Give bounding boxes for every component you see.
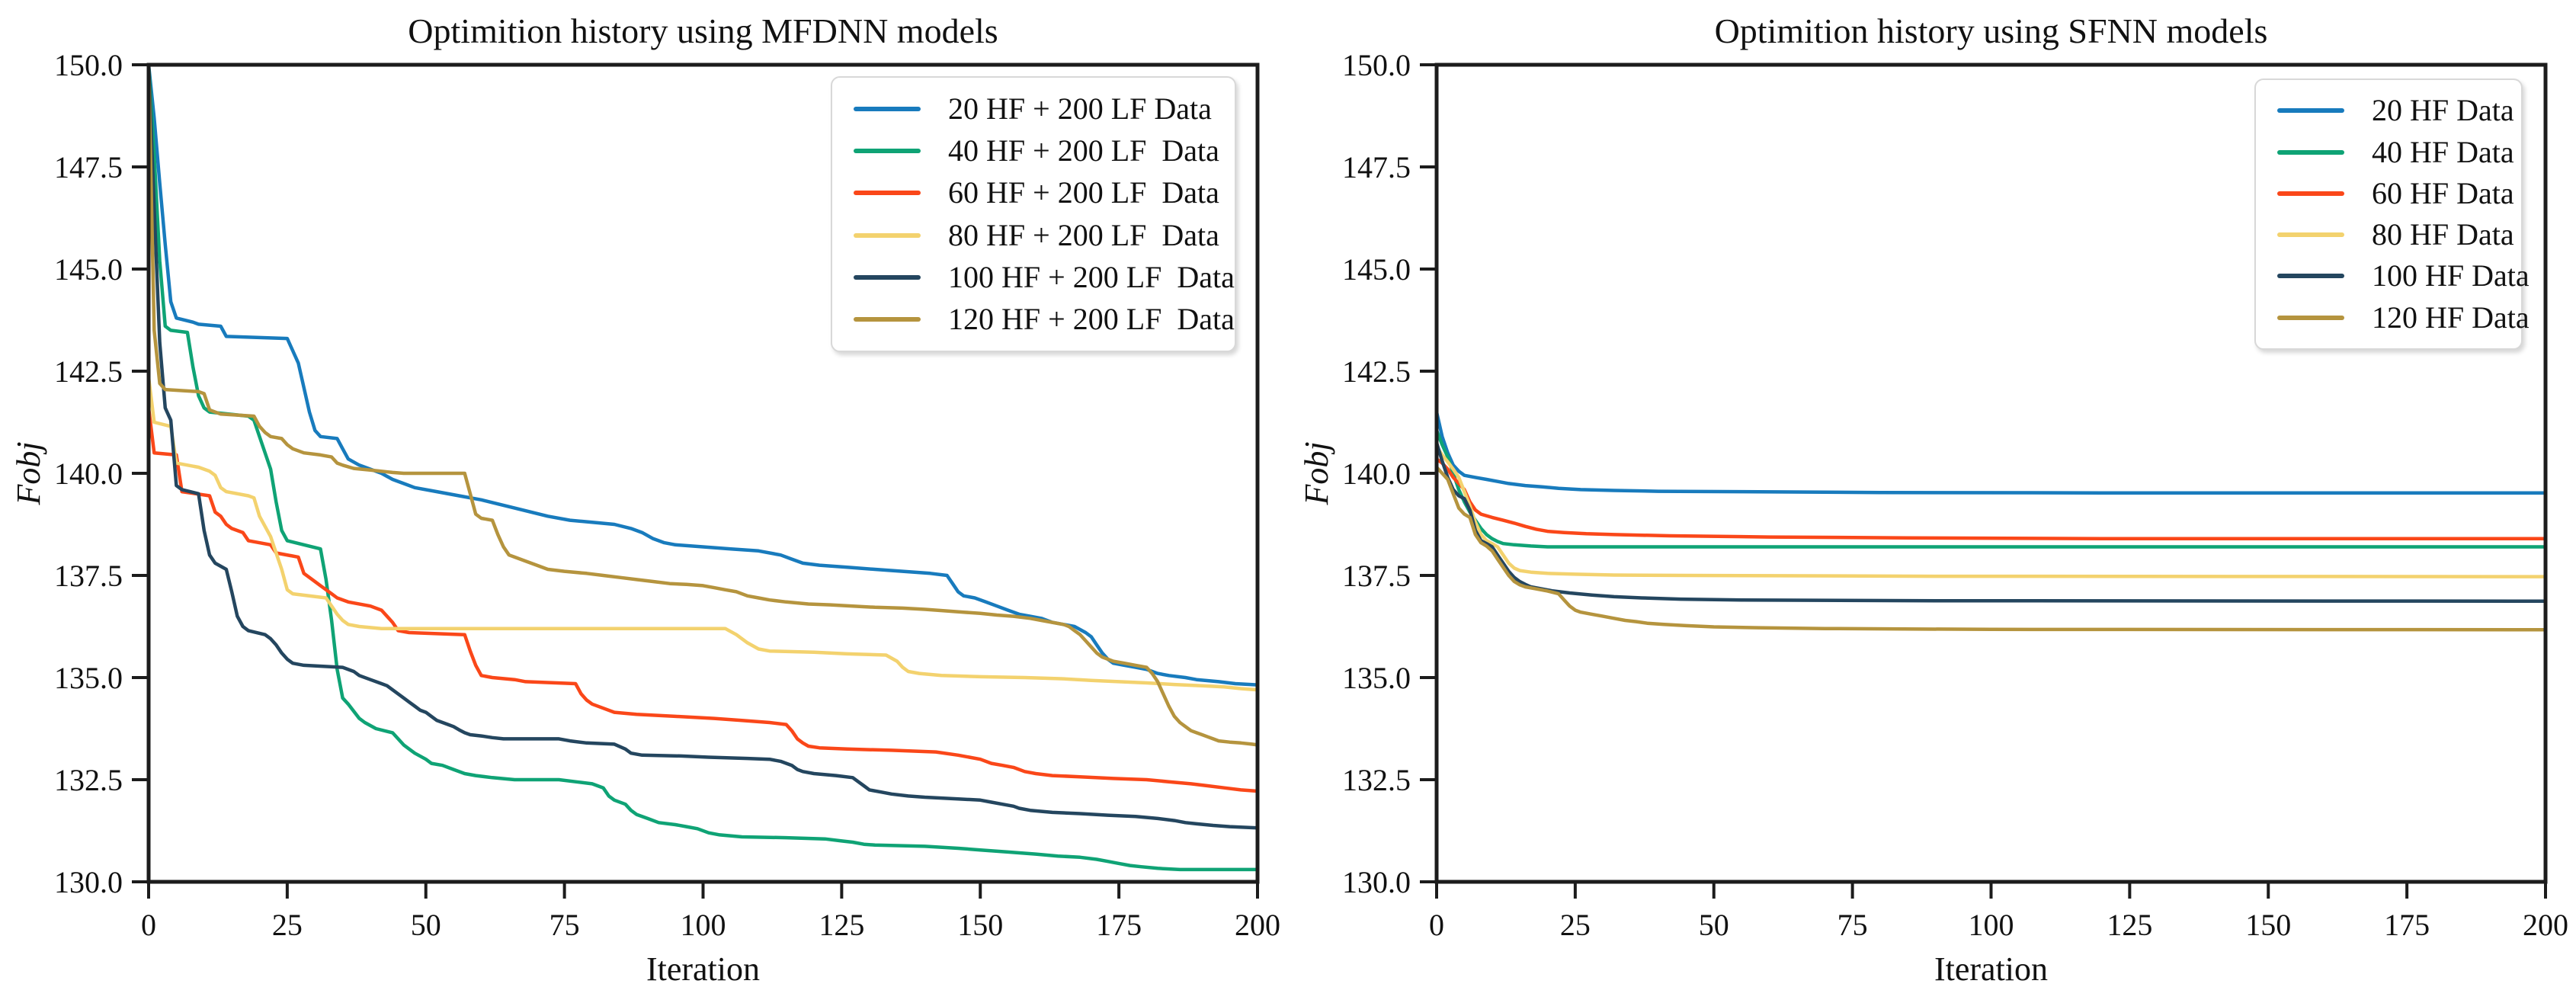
plot-canvas: Optimition history using SFNN models Iter…	[1298, 11, 2568, 987]
x-tick-label: 0	[141, 908, 156, 942]
legend-label: 60 HF + 200 LF Data	[948, 175, 1219, 210]
y-tick-label: 135.0	[54, 661, 123, 695]
x-tick-label: 0	[1429, 908, 1444, 942]
y-tick-label: 130.0	[1342, 865, 1411, 899]
legend-item-20-hf-200-lf-data: 20 HF + 200 LF Data	[854, 92, 1227, 126]
legend-label: 120 HF + 200 LF Data	[948, 301, 1235, 336]
legend-label: 120 HF Data	[2372, 300, 2530, 335]
y-axis-label: Fobj	[1298, 441, 1335, 505]
legend-item-120-hf-data: 120 HF Data	[2277, 300, 2530, 335]
y-tick-label: 142.5	[1342, 354, 1411, 389]
legend-line-swatch	[854, 274, 921, 280]
legend-label: 20 HF + 200 LF Data	[948, 91, 1212, 127]
legend-item-40-hf-200-lf-data: 40 HF + 200 LF Data	[854, 134, 1227, 168]
legend-line-swatch	[2277, 315, 2344, 320]
legend-item-120-hf-200-lf-data: 120 HF + 200 LF Data	[854, 302, 1235, 336]
series-line-120-hf-200-lf-data	[146, 62, 1260, 747]
series-line-100-hf-data	[1434, 441, 2548, 604]
x-tick-label: 50	[1699, 908, 1729, 942]
series-line-20-hf-200-lf-data	[146, 62, 1260, 687]
legend-line-swatch	[854, 107, 921, 112]
legend-label: 100 HF Data	[2372, 258, 2530, 293]
y-axis-label: Fobj	[10, 441, 47, 505]
legend-item-100-hf-200-lf-data: 100 HF + 200 LF Data	[854, 260, 1235, 294]
legend-line-swatch	[2277, 191, 2344, 196]
chart-sfnn: Optimition history using SFNN models Iter…	[1288, 0, 2576, 987]
legend-line-swatch	[854, 232, 921, 238]
legend-line-swatch	[2277, 274, 2344, 279]
legend-label: 20 HF Data	[2372, 93, 2514, 128]
x-tick-label: 100	[681, 908, 726, 942]
legend-line-swatch	[2277, 149, 2344, 155]
series-line-120-hf-data	[1434, 465, 2548, 632]
y-tick-label: 142.5	[54, 354, 123, 389]
chart-mfdnn: Optimition history using MFDNN models Ite…	[10, 11, 1280, 987]
legend-box: 20 HF Data 40 HF Data 60 HF Data 80 HF Data…	[2254, 79, 2530, 350]
plot-border	[146, 62, 1260, 884]
legend-label: 100 HF + 200 LF Data	[948, 259, 1235, 294]
x-tick-label: 125	[2107, 908, 2152, 942]
x-tick-label: 150	[957, 908, 1003, 942]
y-tick-label: 150.0	[1342, 48, 1411, 82]
y-tick-label: 132.5	[54, 763, 123, 797]
x-tick-label: 200	[1235, 908, 1280, 942]
y-tick-label: 145.0	[1342, 252, 1411, 287]
x-axis-label: Iteration	[1934, 950, 2048, 987]
chart-title: Optimition history using SFNN models	[1715, 11, 2268, 50]
series-line-100-hf-200-lf-data	[146, 62, 1260, 830]
legend-line-swatch	[2277, 232, 2344, 238]
legend-label: 40 HF + 200 LF Data	[948, 133, 1219, 168]
y-tick-label: 147.5	[54, 150, 123, 184]
series-line-40-hf-200-lf-data	[146, 62, 1260, 872]
y-tick-label: 130.0	[54, 865, 123, 899]
legend-item-80-hf-data: 80 HF Data	[2277, 218, 2514, 252]
y-tick-label: 150.0	[54, 48, 123, 82]
x-tick-label: 100	[1969, 908, 2014, 942]
x-tick-label: 75	[1837, 908, 1868, 942]
plot-border	[1434, 62, 2548, 884]
legend-label: 60 HF Data	[2372, 175, 2514, 210]
legend-item-40-hf-data: 40 HF Data	[2277, 134, 2514, 169]
legend-label: 80 HF Data	[2372, 217, 2514, 252]
series-line-80-hf-data	[1434, 444, 2548, 578]
x-tick-label: 175	[2384, 908, 2430, 942]
legend-item-60-hf-200-lf-data: 60 HF + 200 LF Data	[854, 176, 1227, 210]
y-tick-label: 137.5	[1342, 559, 1411, 593]
x-tick-label: 50	[411, 908, 441, 942]
series-line-60-hf-200-lf-data	[146, 405, 1260, 793]
legend-item-80-hf-200-lf-data: 80 HF + 200 LF Data	[854, 217, 1227, 252]
legend-item-100-hf-data: 100 HF Data	[2277, 259, 2530, 293]
legend-label: 40 HF Data	[2372, 134, 2514, 169]
x-tick-label: 125	[819, 908, 864, 942]
y-tick-label: 147.5	[1342, 150, 1411, 184]
series-line-20-hf-data	[1434, 410, 2548, 495]
legend-label: 80 HF + 200 LF Data	[948, 217, 1219, 252]
y-tick-label: 140.0	[54, 457, 123, 491]
legend-line-swatch	[854, 316, 921, 322]
legend-line-swatch	[854, 191, 921, 196]
x-tick-label: 200	[2523, 908, 2568, 942]
y-tick-label: 132.5	[1342, 763, 1411, 797]
y-tick-label: 137.5	[54, 559, 123, 593]
x-tick-label: 25	[272, 908, 303, 942]
y-tick-label: 135.0	[1342, 661, 1411, 695]
y-tick-label: 145.0	[54, 252, 123, 287]
legend-line-swatch	[2277, 108, 2344, 114]
series-line-60-hf-data	[1434, 457, 2548, 541]
x-tick-label: 175	[1096, 908, 1142, 942]
x-tick-label: 25	[1560, 908, 1591, 942]
x-tick-label: 75	[549, 908, 580, 942]
plot-canvas: Optimition history using MFDNN models Ite…	[10, 11, 1280, 987]
y-tick-label: 140.0	[1342, 457, 1411, 491]
legend-item-20-hf-data: 20 HF Data	[2277, 94, 2514, 127]
x-tick-label: 150	[2245, 908, 2291, 942]
x-axis-label: Iteration	[646, 950, 760, 987]
legend-box: 20 HF + 200 LF Data 40 HF + 200 LF Data 60…	[831, 76, 1236, 352]
series-line-80-hf-200-lf-data	[146, 375, 1260, 692]
legend-item-60-hf-data: 60 HF Data	[2277, 175, 2514, 210]
chart-title: Optimition history using MFDNN models	[408, 11, 998, 50]
legend-line-swatch	[854, 149, 921, 154]
